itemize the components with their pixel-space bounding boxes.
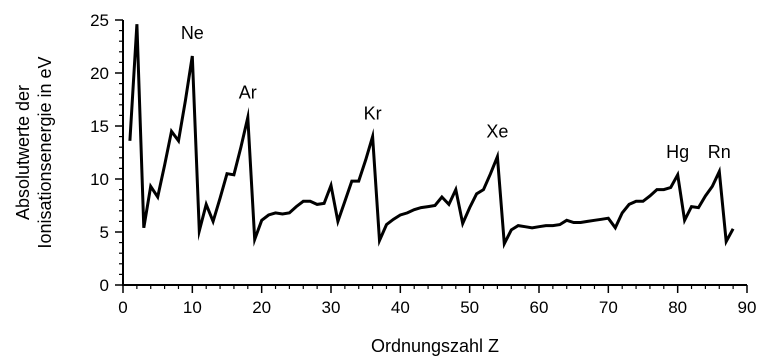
x-tick-label: 60	[530, 298, 549, 317]
series	[128, 24, 735, 250]
element-label-kr: Kr	[364, 104, 382, 124]
y-axis-label-line-1: Absolutwerte der	[13, 85, 33, 220]
x-tick-label: 30	[322, 298, 341, 317]
element-label-ar: Ar	[239, 82, 257, 102]
x-tick-label: 0	[118, 298, 127, 317]
x-tick-label: 50	[460, 298, 479, 317]
y-axis-label-line-2: Ionisationsenergie in eV	[35, 56, 55, 248]
y-tick-label: 0	[100, 276, 109, 295]
element-label-rn: Rn	[708, 142, 731, 162]
x-tick-label: 80	[668, 298, 687, 317]
y-tick-label: 15	[90, 117, 109, 136]
annotations: Ne Ar Kr Xe Hg Rn	[181, 23, 731, 162]
element-label-ne: Ne	[181, 23, 204, 43]
y-tick-label: 5	[100, 223, 109, 242]
x-tick-label: 20	[252, 298, 271, 317]
x-tick-label: 70	[599, 298, 618, 317]
element-label-xe: Xe	[486, 122, 508, 142]
y-tick-label: 20	[90, 64, 109, 83]
ionization-energy-line	[128, 24, 735, 250]
x-axis-label: Ordnungszahl Z	[371, 336, 499, 356]
x-tick-label: 10	[183, 298, 202, 317]
x-tick-label: 90	[738, 298, 757, 317]
x-tick-label: 40	[391, 298, 410, 317]
y-tick-label: 10	[90, 170, 109, 189]
axes	[122, 20, 747, 286]
ticks: 0 10 20 30 40 50 60 70 80 90 0 5 10 15 20 25	[90, 11, 756, 317]
y-tick-label: 25	[90, 11, 109, 30]
element-label-hg: Hg	[666, 142, 689, 162]
